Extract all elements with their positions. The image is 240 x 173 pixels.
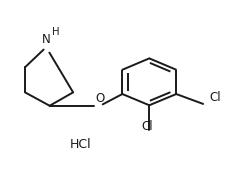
Text: N: N [42, 33, 51, 46]
Text: O: O [96, 92, 105, 105]
Text: Cl: Cl [209, 91, 221, 104]
Text: Cl: Cl [141, 120, 153, 133]
Text: HCl: HCl [69, 138, 91, 151]
Text: H: H [52, 28, 60, 37]
